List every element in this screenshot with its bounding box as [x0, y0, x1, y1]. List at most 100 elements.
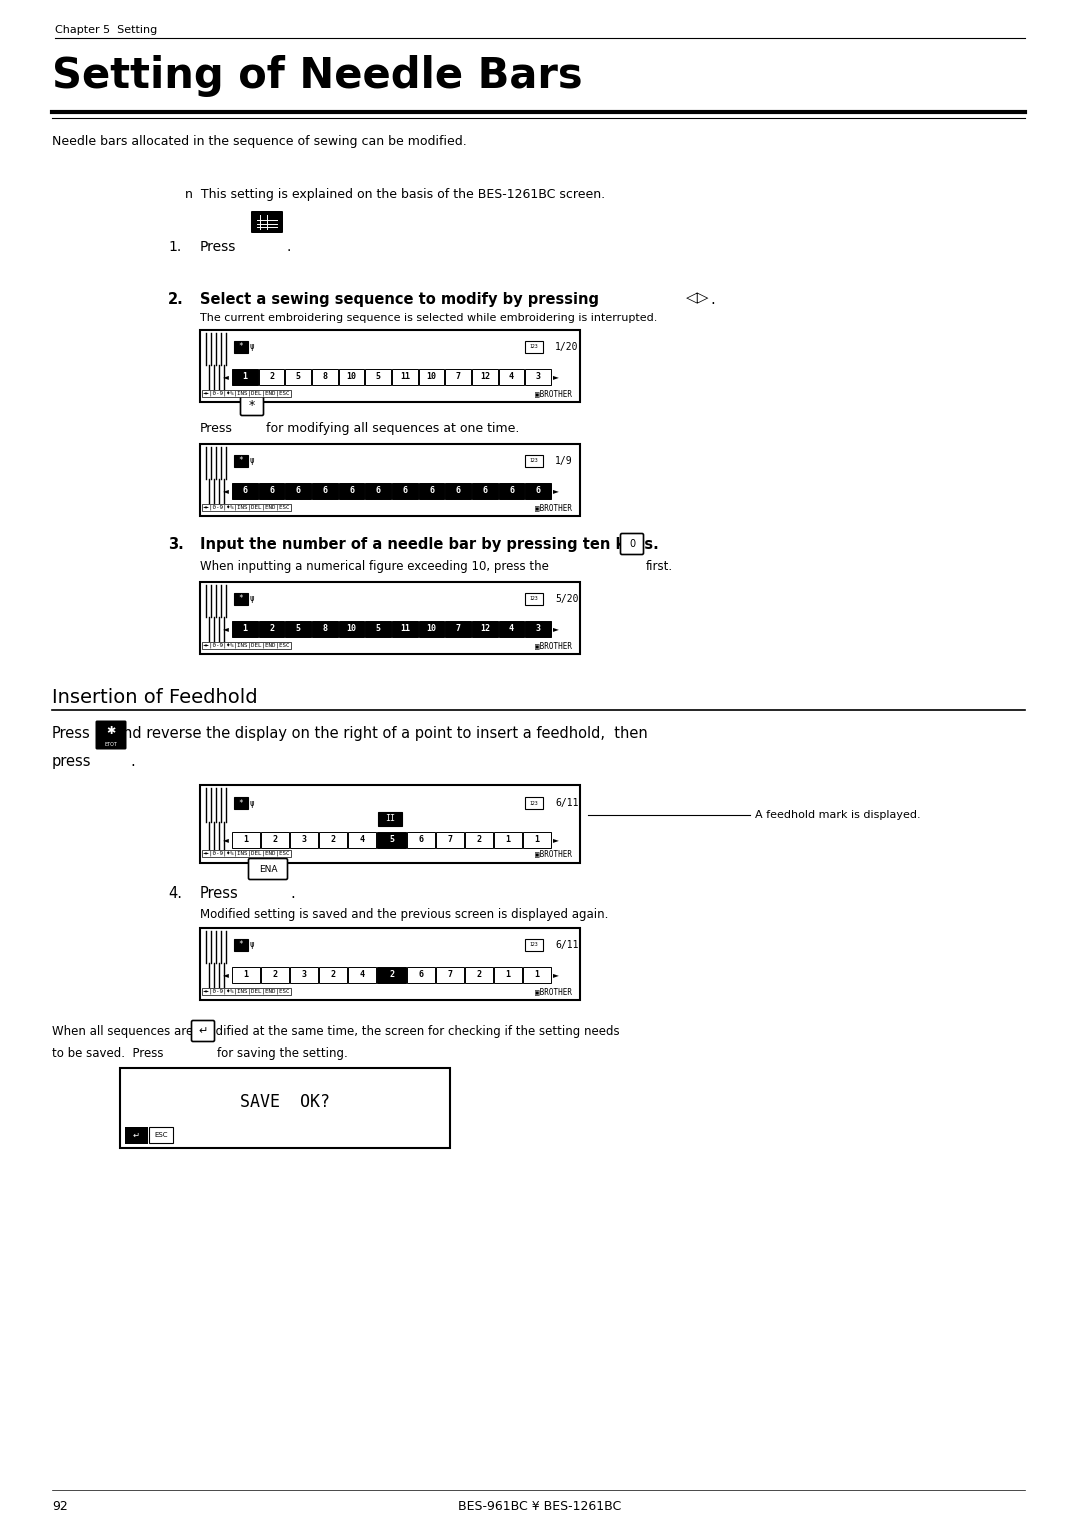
FancyBboxPatch shape — [339, 620, 364, 637]
FancyBboxPatch shape — [377, 967, 406, 983]
Text: 4: 4 — [360, 970, 365, 979]
Text: 5: 5 — [389, 836, 394, 843]
Text: SAVE  OK?: SAVE OK? — [240, 1093, 330, 1111]
Text: ◄►|0-9|♦%|INS|DEL|END|ESC: ◄►|0-9|♦%|INS|DEL|END|ESC — [203, 989, 291, 995]
Text: Press: Press — [200, 886, 239, 902]
Text: and reverse the display on the right of a point to insert a feedhold,  then: and reverse the display on the right of … — [114, 726, 648, 741]
Text: ►: ► — [553, 836, 559, 843]
Text: Modified setting is saved and the previous screen is displayed again.: Modified setting is saved and the previo… — [200, 908, 608, 921]
Text: ▷: ▷ — [98, 724, 111, 743]
Text: 1: 1 — [244, 836, 248, 843]
Text: Setting of Needle Bars: Setting of Needle Bars — [52, 55, 582, 96]
Text: ▣BROTHER: ▣BROTHER — [535, 640, 572, 649]
Text: 6: 6 — [269, 486, 274, 495]
FancyBboxPatch shape — [200, 445, 580, 516]
Text: 2: 2 — [330, 836, 336, 843]
FancyBboxPatch shape — [445, 620, 471, 637]
FancyBboxPatch shape — [525, 455, 543, 468]
Text: 7: 7 — [447, 970, 453, 979]
FancyBboxPatch shape — [365, 620, 391, 637]
FancyBboxPatch shape — [285, 368, 311, 385]
Text: 6: 6 — [296, 486, 300, 495]
Text: 1/20: 1/20 — [555, 342, 579, 351]
Text: 3: 3 — [536, 625, 541, 633]
FancyBboxPatch shape — [285, 483, 311, 498]
Text: *: * — [239, 457, 243, 466]
Text: 1: 1 — [242, 625, 247, 633]
Text: 3: 3 — [301, 836, 307, 843]
Text: 92: 92 — [52, 1500, 68, 1513]
Text: 1: 1 — [505, 836, 511, 843]
Text: ▣BROTHER: ▣BROTHER — [535, 850, 572, 859]
Text: 11: 11 — [400, 373, 409, 382]
FancyBboxPatch shape — [200, 785, 580, 863]
Text: ◄: ◄ — [224, 373, 229, 382]
FancyBboxPatch shape — [494, 831, 522, 848]
Text: 2: 2 — [272, 836, 278, 843]
FancyBboxPatch shape — [232, 620, 258, 637]
Text: .: . — [130, 753, 135, 769]
Text: 2.: 2. — [168, 292, 184, 307]
Text: first.: first. — [646, 559, 673, 573]
Text: 1: 1 — [535, 970, 539, 979]
Text: ◄►|0-9|♦%|INS|DEL|END|ESC: ◄►|0-9|♦%|INS|DEL|END|ESC — [203, 391, 291, 396]
Text: 7: 7 — [456, 625, 461, 633]
Text: Select a sewing sequence to modify by pressing: Select a sewing sequence to modify by pr… — [200, 292, 599, 307]
FancyBboxPatch shape — [320, 831, 348, 848]
Text: n  This setting is explained on the basis of the BES-1261BC screen.: n This setting is explained on the basis… — [185, 188, 605, 202]
Text: 7: 7 — [447, 836, 453, 843]
Text: 123: 123 — [529, 596, 538, 602]
FancyBboxPatch shape — [339, 368, 364, 385]
Text: 1: 1 — [244, 970, 248, 979]
Text: .: . — [710, 292, 715, 307]
FancyBboxPatch shape — [525, 341, 543, 353]
Text: ▣BROTHER: ▣BROTHER — [535, 987, 572, 996]
Text: 12: 12 — [480, 625, 490, 633]
Text: ◄: ◄ — [224, 970, 229, 979]
Text: 1.: 1. — [168, 240, 181, 254]
FancyBboxPatch shape — [248, 859, 287, 880]
Text: .: . — [291, 886, 295, 902]
Text: 6/11: 6/11 — [555, 940, 579, 950]
Text: *: * — [248, 399, 255, 411]
Text: 2: 2 — [269, 373, 274, 382]
FancyBboxPatch shape — [472, 620, 498, 637]
Text: Chapter 5  Setting: Chapter 5 Setting — [55, 24, 158, 35]
Text: 3: 3 — [301, 970, 307, 979]
FancyBboxPatch shape — [445, 368, 471, 385]
Text: ψ: ψ — [249, 799, 254, 808]
Text: 8: 8 — [322, 373, 327, 382]
Text: 6: 6 — [418, 836, 423, 843]
Text: Input the number of a needle bar by pressing ten keys.: Input the number of a needle bar by pres… — [200, 536, 659, 552]
Text: 4.: 4. — [168, 886, 183, 902]
FancyBboxPatch shape — [349, 967, 377, 983]
Text: Press: Press — [52, 726, 91, 741]
Text: 6: 6 — [322, 486, 327, 495]
Text: 10: 10 — [427, 625, 436, 633]
FancyBboxPatch shape — [392, 620, 418, 637]
FancyBboxPatch shape — [320, 967, 348, 983]
Text: ►: ► — [553, 486, 559, 495]
Text: 6: 6 — [403, 486, 407, 495]
Text: 123: 123 — [529, 943, 538, 947]
Text: 2: 2 — [389, 970, 394, 979]
FancyBboxPatch shape — [378, 811, 402, 825]
Text: Needle bars allocated in the sequence of sewing can be modified.: Needle bars allocated in the sequence of… — [52, 134, 467, 148]
Text: When all sequences are modified at the same time, the screen for checking if the: When all sequences are modified at the s… — [52, 1025, 620, 1038]
Text: When inputting a numerical figure exceeding 10, press the: When inputting a numerical figure exceed… — [200, 559, 549, 573]
Text: for saving the setting.: for saving the setting. — [217, 1047, 348, 1060]
Text: 6: 6 — [429, 486, 434, 495]
Text: *: * — [239, 940, 243, 949]
Text: ↵: ↵ — [133, 1131, 139, 1140]
FancyBboxPatch shape — [312, 620, 338, 637]
Text: ►: ► — [553, 625, 559, 633]
FancyBboxPatch shape — [406, 831, 434, 848]
Text: 7: 7 — [456, 373, 461, 382]
Text: 2: 2 — [476, 836, 482, 843]
FancyBboxPatch shape — [339, 483, 364, 498]
Text: 3: 3 — [536, 373, 541, 382]
FancyBboxPatch shape — [191, 1021, 215, 1042]
Text: 6: 6 — [483, 486, 487, 495]
FancyBboxPatch shape — [525, 620, 551, 637]
FancyBboxPatch shape — [241, 394, 264, 416]
